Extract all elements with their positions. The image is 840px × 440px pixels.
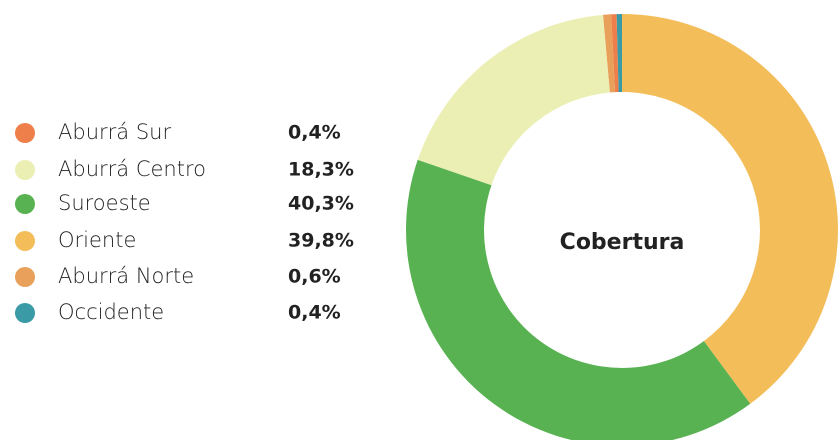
donut-slice [417,14,610,186]
value-label: 39,8% [288,230,354,252]
value-label: 0,6% [288,266,341,288]
value-label: 0,4% [288,122,341,144]
value-label: 18,3% [288,159,354,181]
donut-slice [616,14,622,93]
legend-label: Occidente [58,300,164,324]
legend-label: Oriente [58,228,136,252]
donut-slice [602,14,616,93]
legend-label: Aburrá Centro [58,157,206,181]
donut-slice [406,159,751,440]
legend-dot [15,194,35,214]
legend-dot [15,303,35,323]
value-label: 40,3% [288,193,354,215]
legend-dot [15,123,35,143]
donut-slice [622,14,838,404]
legend-dot [15,267,35,287]
value-label: 0,4% [288,302,341,324]
legend-dot [15,231,35,251]
legend-label: Suroeste [58,191,151,215]
legend-label: Aburrá Norte [58,264,194,288]
donut-slice [611,14,619,93]
center-label: Cobertura [560,230,685,255]
legend-dot [15,160,35,180]
legend-label: Aburrá Sur [58,120,171,144]
